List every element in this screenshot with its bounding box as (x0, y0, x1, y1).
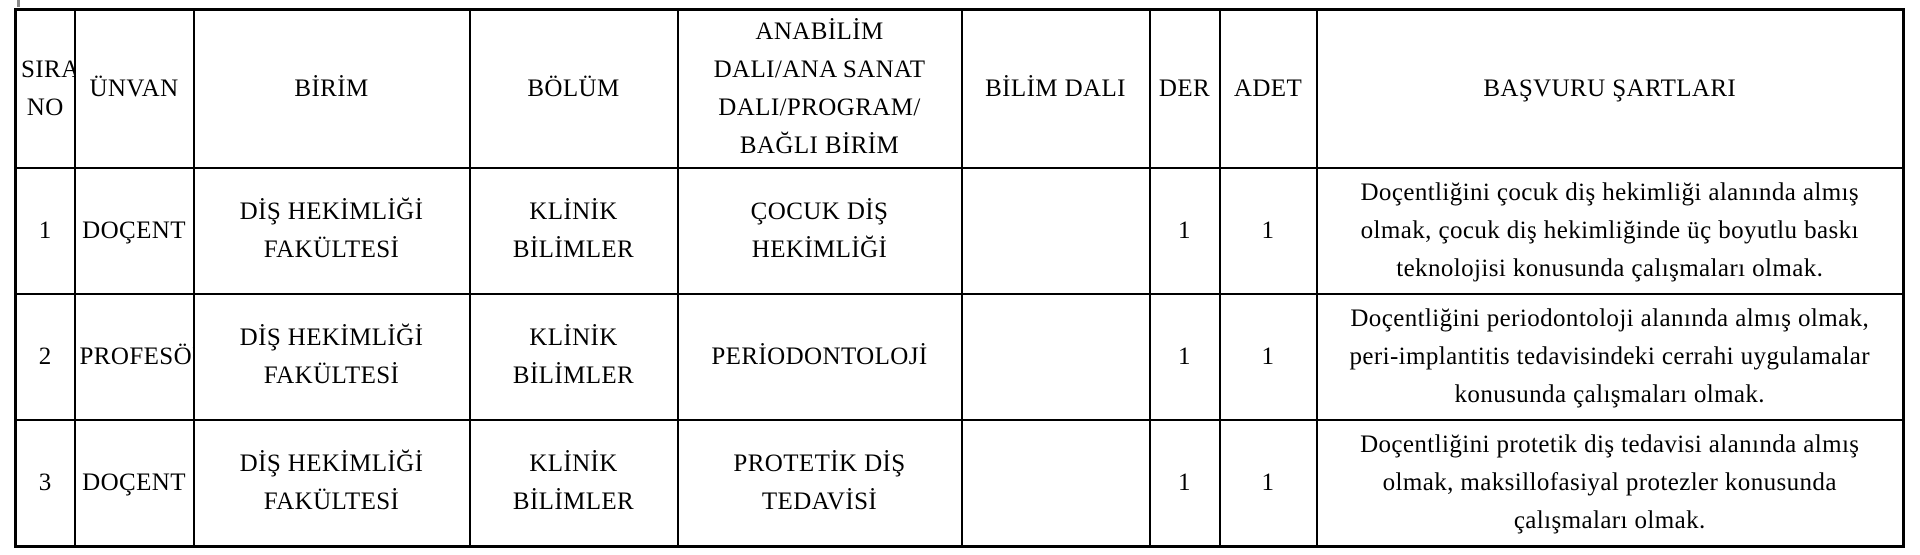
cell-unvan: PROFESÖR (73, 293, 195, 421)
header-bolum: BÖLÜM (468, 8, 679, 169)
table-row: 2 PROFESÖR DİŞ HEKİMLİĞİ FAKÜLTESİ KLİNİ… (14, 293, 1905, 421)
header-row: SIRA NO ÜNVAN BİRİM BÖLÜM ANABİLİM DALI/… (14, 8, 1905, 169)
cell-birim: DİŞ HEKİMLİĞİ FAKÜLTESİ (192, 419, 471, 547)
cell-der: 1 (1148, 419, 1221, 547)
header-unvan: ÜNVAN (73, 8, 195, 169)
cell-unvan: DOÇENT (73, 419, 195, 547)
cell-bolum: KLİNİK BİLİMLER (468, 293, 679, 421)
cell-anabilim-dali: PERİODONTOLOJİ (676, 293, 963, 421)
header-bilim-dali: BİLİM DALI (960, 8, 1151, 169)
cell-adet: 1 (1218, 419, 1318, 547)
cell-basvuru-sartlari: Doçentliğini çocuk diş hekimliği alanınd… (1315, 167, 1905, 295)
cell-birim: DİŞ HEKİMLİĞİ FAKÜLTESİ (192, 293, 471, 421)
cell-der: 1 (1148, 167, 1221, 295)
cell-sira-no: 1 (14, 167, 76, 295)
cell-sira-no: 3 (14, 419, 76, 547)
cell-adet: 1 (1218, 293, 1318, 421)
header-adet: ADET (1218, 8, 1318, 169)
cell-anabilim-dali: ÇOCUK DİŞ HEKİMLİĞİ (676, 167, 963, 295)
cell-basvuru-sartlari: Doçentliğini periodontoloji alanında alm… (1315, 293, 1905, 421)
header-basvuru-sartlari: BAŞVURU ŞARTLARI (1315, 8, 1905, 169)
cell-anabilim-dali: PROTETİK DİŞ TEDAVİSİ (676, 419, 963, 547)
cell-adet: 1 (1218, 167, 1318, 295)
cell-bilim-dali (960, 167, 1151, 295)
cell-birim: DİŞ HEKİMLİĞİ FAKÜLTESİ (192, 167, 471, 295)
cell-basvuru-sartlari: Doçentliğini protetik diş tedavisi alanı… (1315, 419, 1905, 547)
header-birim: BİRİM (192, 8, 471, 169)
table-row: 3 DOÇENT DİŞ HEKİMLİĞİ FAKÜLTESİ KLİNİK … (14, 419, 1905, 547)
header-sira-no: SIRA NO (14, 8, 76, 169)
cell-bilim-dali (960, 293, 1151, 421)
cell-bolum: KLİNİK BİLİMLER (468, 419, 679, 547)
table-row: 1 DOÇENT DİŞ HEKİMLİĞİ FAKÜLTESİ KLİNİK … (14, 167, 1905, 295)
cell-der: 1 (1148, 293, 1221, 421)
cell-unvan: DOÇENT (73, 167, 195, 295)
cell-bilim-dali (960, 419, 1151, 547)
header-der: DER (1148, 8, 1221, 169)
cell-sira-no: 2 (14, 293, 76, 421)
header-anabilim-dali: ANABİLİM DALI/ANA SANAT DALI/PROGRAM/ BA… (676, 8, 963, 169)
page-edge-artifact (17, 0, 20, 7)
cell-bolum: KLİNİK BİLİMLER (468, 167, 679, 295)
academic-positions-table: SIRA NO ÜNVAN BİRİM BÖLÜM ANABİLİM DALI/… (14, 8, 1905, 548)
